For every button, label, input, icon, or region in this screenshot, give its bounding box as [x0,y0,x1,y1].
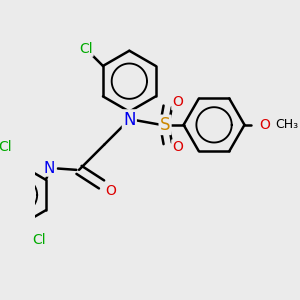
Text: S: S [160,116,170,134]
Text: O: O [172,140,183,154]
Text: O: O [172,95,183,109]
Text: N: N [123,111,136,129]
Text: O: O [105,184,116,197]
Text: Cl: Cl [79,42,93,56]
Text: H: H [44,162,54,175]
Text: Cl: Cl [32,233,46,247]
Text: N: N [44,160,55,175]
Text: CH₃: CH₃ [275,118,298,131]
Text: Cl: Cl [0,140,12,154]
Text: O: O [259,118,270,132]
